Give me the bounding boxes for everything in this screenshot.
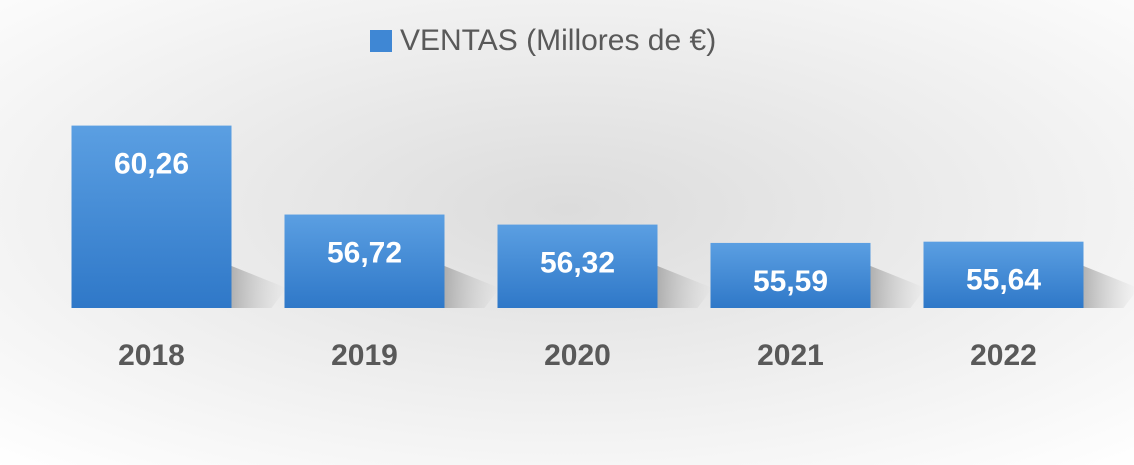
bar (284, 214, 445, 308)
data-label: 56,32 (540, 247, 615, 280)
bar-shadow (870, 266, 926, 308)
bar (923, 241, 1084, 308)
legend-label: VENTAS (Millores de €) (400, 24, 716, 57)
bar (497, 224, 658, 308)
data-label: 56,72 (327, 236, 402, 269)
bar-shadow (231, 266, 287, 308)
x-tick-label: 2021 (757, 339, 824, 372)
bar-shadow (1083, 266, 1134, 308)
bar-shadow (444, 266, 500, 308)
x-tick-label: 2020 (544, 339, 611, 372)
bar-shadow (657, 266, 713, 308)
bar (710, 242, 871, 308)
legend-swatch (370, 30, 392, 52)
data-label: 60,26 (114, 148, 189, 181)
x-tick-label: 2019 (331, 339, 398, 372)
x-tick-label: 2018 (118, 339, 185, 372)
data-label: 55,59 (753, 265, 828, 298)
x-tick-label: 2022 (970, 339, 1037, 372)
bar (71, 125, 232, 308)
data-label: 55,64 (966, 264, 1041, 297)
